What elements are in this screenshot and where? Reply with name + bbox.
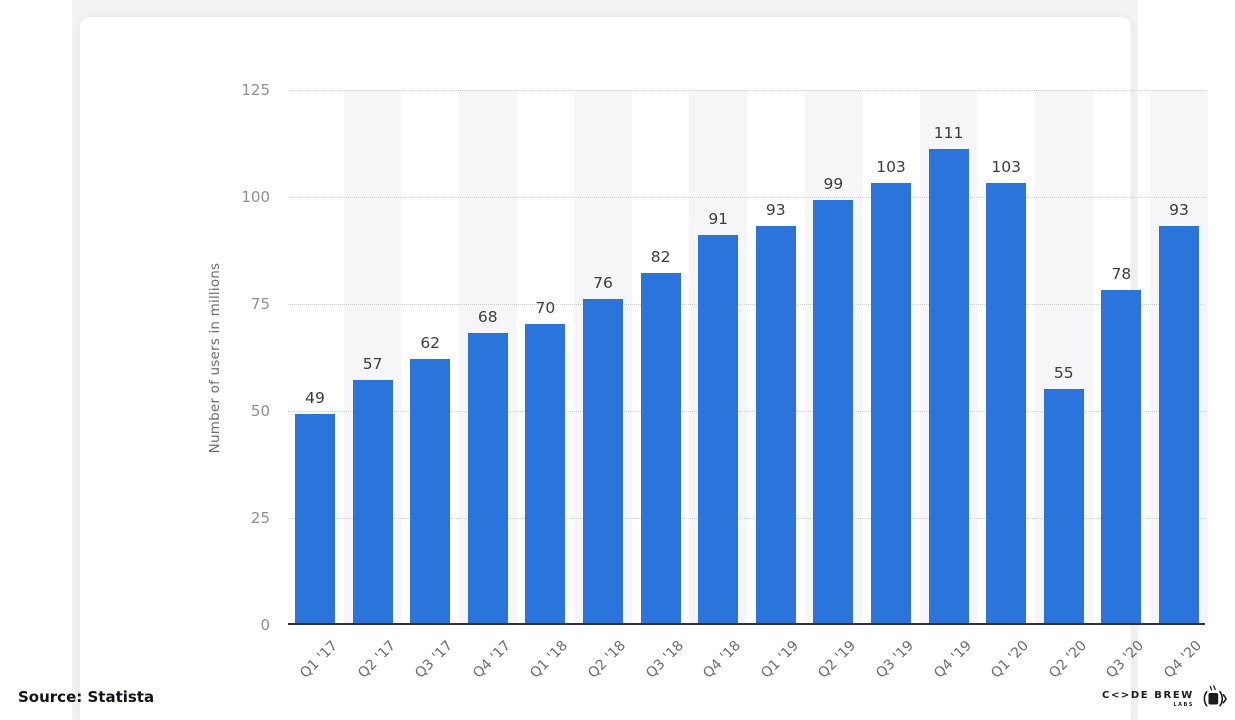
bar-q2-19[interactable] xyxy=(813,200,854,624)
bar-value-label: 99 xyxy=(823,175,844,193)
x-tick-label: Q2 '19 xyxy=(815,637,860,682)
bar-value-label: 49 xyxy=(305,389,325,407)
source-label: Source: Statista xyxy=(18,688,155,706)
brand-logo: C<>DE BREW LABS xyxy=(1102,684,1227,714)
y-axis-title: Number of users in millions xyxy=(207,262,223,454)
x-tick-label: Q2 '18 xyxy=(585,637,630,682)
bar-value-label: 82 xyxy=(650,248,671,266)
bar-value-label: 68 xyxy=(477,308,498,326)
brand-name: C<>DE BREW xyxy=(1102,690,1194,701)
bar-value-label: 111 xyxy=(933,124,964,142)
bar-q2-20[interactable] xyxy=(1043,389,1084,624)
bar-q1-19[interactable] xyxy=(755,226,796,624)
bar-q4-18[interactable] xyxy=(698,235,739,624)
bar-value-label: 76 xyxy=(593,274,613,292)
x-axis-line xyxy=(288,623,1205,625)
bar-value-label: 55 xyxy=(1053,364,1074,382)
coffee-mug-code-icon xyxy=(1197,683,1227,715)
bar-value-label: 62 xyxy=(420,334,441,352)
y-tick-label: 0 xyxy=(260,616,270,634)
x-tick-label: Q3 '18 xyxy=(642,637,687,682)
bar-value-label: 78 xyxy=(1111,265,1132,283)
bar-q4-20[interactable] xyxy=(1159,226,1199,624)
gridline xyxy=(288,411,1205,412)
x-tick-label: Q1 '17 xyxy=(297,637,342,682)
gridline xyxy=(288,90,1205,91)
x-tick-label: Q1 '19 xyxy=(757,637,802,682)
x-tick-label: Q4 '17 xyxy=(469,637,514,682)
bar-value-label: 91 xyxy=(708,210,729,228)
chart-card: Number of users in millions 0 25 50 75 100 12… xyxy=(80,17,1208,720)
bar-q2-17[interactable] xyxy=(352,380,393,624)
bar-value-label: 93 xyxy=(1169,201,1189,219)
x-tick-label: Q3 '19 xyxy=(873,637,918,682)
bar-q3-18[interactable] xyxy=(640,273,681,624)
bar-value-label: 103 xyxy=(991,158,1021,176)
x-tick-label: Q4 '19 xyxy=(930,637,975,682)
y-tick-label: 125 xyxy=(241,81,270,99)
plot-area: 0 25 50 75 100 125 49 Q1 '17 57 Q2 '17 62 Q3 '17 68 Q… xyxy=(241,81,1208,682)
bar-value-label: 103 xyxy=(876,158,906,176)
bar-q1-20[interactable] xyxy=(986,183,1027,624)
y-tick-label: 50 xyxy=(250,402,270,420)
bar-q3-19[interactable] xyxy=(871,183,911,624)
x-tick-label: Q2 '20 xyxy=(1045,637,1090,682)
x-tick-label: Q4 '18 xyxy=(700,637,745,682)
bar-q4-19[interactable] xyxy=(928,149,969,624)
bar-q2-18[interactable] xyxy=(583,299,623,624)
bar-q1-17[interactable] xyxy=(295,414,335,624)
bar-value-label: 70 xyxy=(535,299,556,317)
brand-sub-label: LABS xyxy=(1173,702,1194,708)
bar-value-label: 57 xyxy=(362,355,383,373)
x-tick-label: Q1 '18 xyxy=(527,637,572,682)
gridline xyxy=(288,197,1205,198)
x-tick-label: Q1 '20 xyxy=(988,637,1033,682)
gridline xyxy=(288,304,1205,305)
bar-value-label: 93 xyxy=(765,201,786,219)
y-tick-label: 25 xyxy=(250,509,270,527)
x-tick-label: Q3 '17 xyxy=(412,637,457,682)
bar-q3-20[interactable] xyxy=(1101,290,1142,624)
brand-text: C<>DE BREW LABS xyxy=(1102,690,1194,708)
y-tick-label: 100 xyxy=(241,188,270,206)
y-tick-label: 75 xyxy=(250,295,270,313)
gridline xyxy=(288,518,1205,519)
bar-q4-17[interactable] xyxy=(467,333,508,624)
x-tick-label: Q2 '17 xyxy=(354,637,399,682)
bar-q3-17[interactable] xyxy=(410,359,451,624)
bar-q1-18[interactable] xyxy=(525,324,566,624)
